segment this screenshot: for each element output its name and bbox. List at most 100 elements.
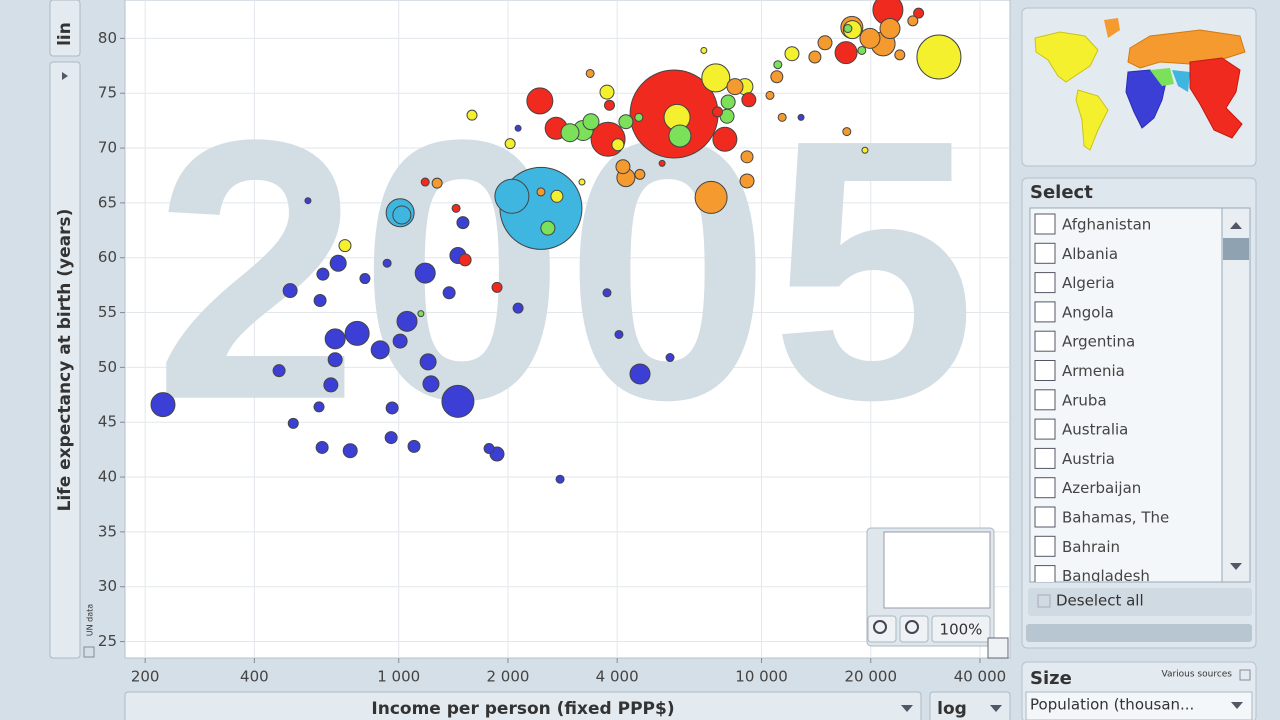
bubble[interactable] [916,34,962,80]
size-measure[interactable]: Population (thousan... [1030,696,1194,714]
bubble[interactable] [808,50,822,64]
bubble[interactable] [770,70,784,84]
bubble[interactable] [382,258,392,268]
country-name[interactable]: Armenia [1062,362,1125,380]
bubble[interactable] [739,173,755,189]
size-dropdown[interactable] [1025,691,1253,720]
bubble[interactable] [582,113,600,131]
x-axis-label[interactable]: Income per person (fixed PPP$) [371,699,674,719]
bubble[interactable] [514,124,522,132]
country-checkbox[interactable] [1034,477,1056,499]
bubble[interactable] [540,220,556,236]
bubble[interactable] [150,392,176,418]
bubble[interactable] [861,146,869,154]
bubble[interactable] [894,49,906,61]
country-checkbox[interactable] [1034,506,1056,528]
bubble[interactable] [392,333,408,349]
bubble[interactable] [797,113,805,121]
bubble[interactable] [700,46,708,54]
country-name[interactable]: Bangladesh [1062,567,1150,585]
bubble[interactable] [344,320,370,346]
bubble[interactable] [313,401,325,413]
bubble[interactable] [313,293,327,307]
bubble[interactable] [456,216,470,230]
country-name[interactable]: Azerbaijan [1062,479,1141,497]
bubble[interactable] [431,177,443,189]
x-scale-button[interactable] [929,691,1011,720]
bubble[interactable] [536,187,546,197]
bubble[interactable] [422,375,440,393]
bubble[interactable] [817,35,833,51]
size-source-icon[interactable] [1239,669,1251,681]
bubble[interactable] [407,439,421,453]
bubble[interactable] [466,109,478,121]
bubble[interactable] [315,440,329,454]
bubble[interactable] [483,443,495,455]
bubble[interactable] [658,159,666,167]
bubble[interactable] [417,310,425,318]
deselect-button[interactable] [1028,588,1252,616]
bubble[interactable] [359,273,371,285]
country-checkbox[interactable] [1034,535,1056,557]
bubble[interactable] [614,329,624,339]
bubble[interactable] [599,84,615,100]
country-checkbox[interactable] [1034,301,1056,323]
bubble[interactable] [560,123,580,143]
bubble[interactable] [777,112,787,122]
bubble[interactable] [442,286,456,300]
world-map[interactable] [1034,18,1246,151]
zoom-in[interactable] [867,615,897,643]
scroll-thumb[interactable] [1223,238,1249,260]
bubble[interactable] [338,239,352,253]
bubble[interactable] [634,112,644,122]
country-name[interactable]: Albania [1062,245,1118,263]
bubble[interactable] [720,94,736,110]
bubble[interactable] [701,63,731,93]
slider-track[interactable] [1026,624,1252,642]
country-name[interactable]: Angola [1062,303,1114,321]
bubble[interactable] [419,353,437,371]
bubble[interactable] [287,417,299,429]
country-name[interactable]: Bahamas, The [1062,509,1169,527]
bubble[interactable] [668,124,692,148]
country-name[interactable]: Argentina [1062,333,1135,351]
country-checkbox[interactable] [1034,447,1056,469]
country-name[interactable]: Austria [1062,450,1115,468]
bubble[interactable] [384,431,398,445]
bubble[interactable] [504,138,516,150]
bubble[interactable] [392,205,412,225]
bubble[interactable] [282,283,298,299]
bubble[interactable] [555,474,565,484]
bubble[interactable] [784,46,800,62]
country-checkbox[interactable] [1034,272,1056,294]
resize-handle[interactable] [987,637,1009,659]
bubble[interactable] [615,159,631,175]
bubble[interactable] [711,106,723,118]
scrollbar[interactable] [1221,207,1251,583]
y-scale-button[interactable] [49,0,81,57]
bubble[interactable] [694,180,728,214]
country-checkbox[interactable] [1034,565,1056,586]
bubble[interactable] [316,267,330,281]
bubble[interactable] [773,60,783,70]
y-axis-dropdown[interactable] [49,61,81,659]
bubble[interactable] [458,253,472,267]
scroll-up[interactable] [1230,222,1242,229]
bubble[interactable] [550,189,564,203]
bubble[interactable] [494,178,530,214]
country-name[interactable]: Aruba [1062,391,1107,409]
bubble[interactable] [491,281,503,293]
bubble[interactable] [618,114,634,130]
bubble[interactable] [834,41,858,65]
bubble[interactable] [879,18,901,40]
country-name[interactable]: Algeria [1062,274,1115,292]
bubble[interactable] [857,45,867,55]
bubble[interactable] [324,328,346,350]
zoom-out[interactable] [899,615,929,643]
bubble[interactable] [634,168,646,180]
bubble[interactable] [420,177,430,187]
bubble[interactable] [323,377,339,393]
bubble[interactable] [272,364,286,378]
bubble[interactable] [441,384,475,418]
bubble[interactable] [526,87,554,115]
